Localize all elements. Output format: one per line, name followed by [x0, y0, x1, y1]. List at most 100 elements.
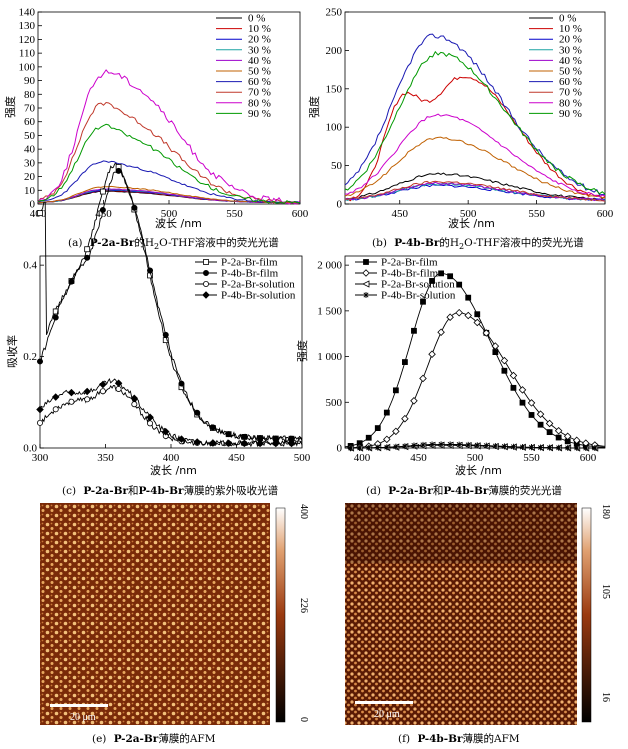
caption-c-compound2: P-4b-Br: [138, 485, 184, 497]
data-point: [528, 412, 535, 418]
caption-f-label: (f): [398, 733, 410, 745]
colorbar-e: [275, 507, 286, 723]
colorbar-f: [581, 507, 592, 723]
data-point: [363, 259, 369, 265]
data-point: [438, 270, 444, 277]
y-tick-label: 200: [326, 45, 343, 57]
x-tick-label: 500: [294, 452, 311, 464]
data-point: [383, 409, 390, 416]
series-line: [344, 172, 605, 201]
legend-label: 90 %: [559, 108, 582, 120]
data-point: [456, 281, 463, 288]
caption-c-label: (c): [62, 485, 76, 497]
legend-label: P-2a-Br-solution: [221, 279, 295, 291]
panel-c-caption: (c) P-2a-Br和P-4b-Br薄膜的紫外吸收光谱: [62, 484, 279, 497]
y-tick-label: 50: [331, 160, 343, 172]
data-point: [383, 435, 391, 444]
y-tick-label: 50: [24, 130, 36, 142]
data-point: [193, 438, 201, 446]
data-point: [383, 444, 390, 451]
caption-a-sub: 2: [154, 242, 159, 251]
caption-c-compound1: P-2a-Br: [83, 485, 128, 497]
series-line: [344, 181, 606, 202]
x-tick-label: 450: [391, 208, 408, 220]
data-point: [115, 385, 122, 392]
data-point: [509, 371, 518, 380]
series-line: [344, 182, 606, 202]
data-point: [194, 409, 201, 416]
x-tick-label: 600: [597, 208, 614, 220]
data-point: [419, 374, 427, 383]
y-tick-label: 0: [337, 199, 343, 211]
data-point: [483, 442, 490, 449]
caption-c-and: 和: [128, 485, 139, 497]
data-point: [209, 439, 217, 447]
data-point: [51, 393, 60, 401]
panel-d-ylabel: 强度: [295, 340, 309, 362]
data-point: [356, 444, 363, 451]
legend-label: 90 %: [248, 108, 271, 120]
data-point: [573, 444, 580, 451]
colorbar-e-mid: 226: [298, 598, 309, 613]
data-point: [528, 444, 535, 451]
panel-a-ylabel: 强度: [3, 96, 17, 118]
data-point: [474, 311, 481, 318]
series-line: [37, 123, 301, 205]
afm-image-f: [345, 503, 577, 725]
data-point: [365, 434, 372, 441]
data-point: [115, 167, 122, 174]
legend-label: P-2a-Br-solution: [381, 279, 455, 291]
panel-a-xlabel: 波长 /nm: [155, 217, 202, 230]
x-tick-label: 500: [467, 452, 484, 464]
data-point: [465, 294, 472, 301]
caption-b-label: (b): [372, 237, 387, 249]
data-point: [572, 436, 581, 445]
y-tick-label: 1 000: [317, 351, 342, 363]
caption-c-text: 薄膜的紫外吸收光谱: [184, 484, 279, 497]
data-point: [241, 433, 248, 440]
data-point: [510, 384, 517, 391]
data-point: [365, 444, 372, 451]
legend-label: 20 %: [559, 34, 582, 46]
y-tick-label: 30: [24, 157, 36, 169]
x-tick-label: 300: [32, 452, 49, 464]
data-point: [537, 444, 544, 451]
y-tick-label: 150: [326, 83, 343, 95]
caption-d-text: 薄膜的荧光光谱: [488, 484, 562, 497]
data-point: [492, 349, 499, 356]
data-point: [420, 441, 426, 448]
data-point: [362, 269, 370, 277]
x-tick-label: 350: [97, 452, 114, 464]
colorbar-e-min: 0: [298, 717, 309, 722]
data-point: [410, 397, 418, 405]
panel-d-xlabel: 波长 /nm: [455, 464, 502, 477]
data-point: [240, 439, 249, 448]
data-point: [554, 426, 563, 435]
data-point: [68, 278, 75, 285]
caption-d-compound1: P-2a-Br: [388, 485, 433, 497]
data-point: [99, 188, 106, 195]
data-point: [464, 311, 472, 320]
data-point: [545, 419, 554, 428]
panel-e-afm: 20 μm 400 226 0 (e) P-2a-Br薄膜的AFM: [40, 503, 309, 745]
data-point: [131, 204, 138, 211]
data-point: [147, 420, 154, 427]
series-line: [344, 76, 606, 202]
data-point: [225, 431, 232, 438]
legend-label: 20 %: [248, 34, 271, 46]
data-point: [501, 443, 508, 450]
x-tick-label: 450: [410, 452, 427, 464]
data-point: [446, 313, 454, 321]
data-point: [564, 444, 571, 451]
afm-image-f-dark-region: [345, 503, 577, 563]
data-point: [500, 356, 509, 365]
data-point: [519, 399, 526, 406]
caption-b-compound: P-4b-Br: [394, 237, 440, 249]
legend-label: 30 %: [559, 44, 582, 56]
data-point: [131, 401, 138, 408]
panel-b-aie-spectra: 450 500 550 600 0 50 100 150 200 250 0 %10 %20 %3…: [307, 7, 614, 252]
data-point: [546, 429, 553, 436]
y-tick-label: 120: [19, 34, 36, 46]
data-point: [36, 405, 44, 414]
